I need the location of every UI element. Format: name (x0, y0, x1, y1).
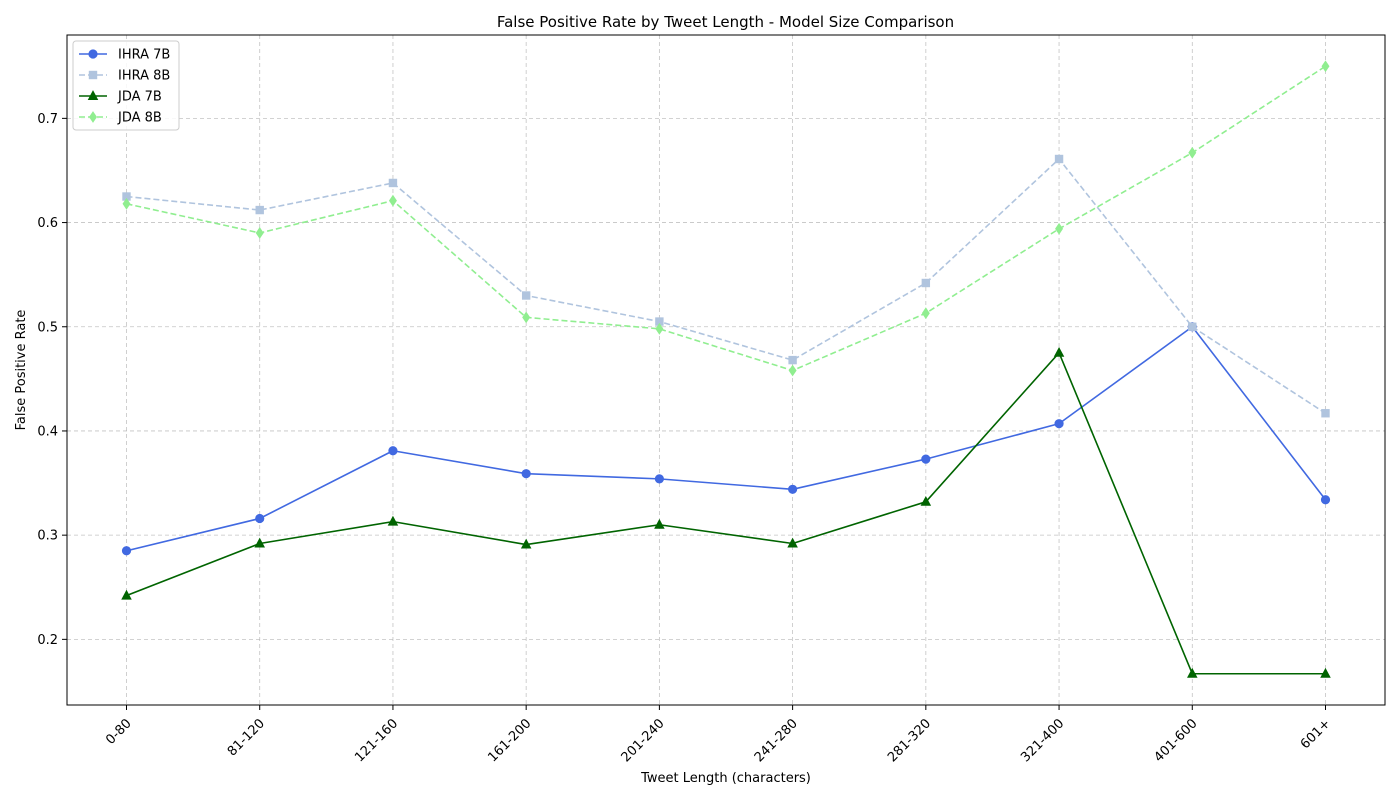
series-ihra-8b (122, 154, 1330, 418)
legend-label: IHRA 8B (118, 69, 170, 84)
data-point (255, 227, 264, 239)
data-point (522, 311, 531, 324)
data-point (387, 515, 399, 526)
legend-marker (89, 111, 97, 123)
data-point (655, 322, 664, 335)
data-point (921, 278, 931, 288)
legend-item-jda-8b: JDA 8B (79, 111, 162, 126)
x-tick-label: 401-600 (1151, 716, 1200, 765)
x-axis: 0-80 81-120 121-160 161-200 201-240 241-280 28… (103, 705, 1334, 765)
legend-box (72, 40, 180, 131)
data-point (920, 495, 932, 506)
data-point (1054, 419, 1064, 429)
data-point (1320, 667, 1331, 678)
x-tick-label: 0-80 (103, 716, 134, 747)
data-point (1187, 667, 1198, 678)
legend: IHRA 7B IHRA 8B JDA 7B JDA 8B (72, 40, 180, 131)
data-point (254, 537, 265, 548)
y-tick-label: 0.3 (37, 529, 58, 544)
y-axis: 0.2 0.3 0.4 0.5 0.6 0.7 (37, 112, 67, 648)
series-jda-8b (122, 60, 1330, 377)
data-point (255, 205, 264, 215)
y-tick-label: 0.2 (37, 633, 58, 648)
data-point (520, 538, 532, 549)
legend-label: JDA 7B (117, 90, 162, 105)
data-point (1055, 222, 1064, 235)
series-line-jda-7b (126, 352, 1326, 675)
data-point (121, 589, 132, 600)
data-point (654, 474, 664, 484)
data-point (121, 546, 132, 556)
data-point (921, 454, 931, 464)
series-line-ihra-8b (126, 158, 1326, 414)
series-line-ihra-7b (126, 325, 1327, 552)
data-point (654, 518, 665, 529)
y-tick-label: 0.6 (37, 216, 58, 231)
x-tick-label: 281-320 (885, 716, 934, 765)
data-point (788, 364, 797, 377)
series-ihra-7b (121, 322, 1331, 556)
legend-item-ihra-7b: IHRA 7B (79, 48, 170, 63)
data-point (388, 178, 398, 188)
chart-title: False Positive Rate by Tweet Length - Mo… (497, 13, 954, 31)
data-point (521, 291, 531, 300)
data-point (1321, 60, 1330, 73)
legend-item-jda-7b: JDA 7B (79, 90, 162, 105)
y-tick-label: 0.5 (37, 320, 58, 335)
data-point (787, 537, 798, 548)
x-tick-label: 161-200 (485, 716, 534, 765)
x-tick-label: 241-280 (752, 716, 801, 765)
data-point (1188, 146, 1197, 159)
legend-item-ihra-8b: IHRA 8B (79, 69, 170, 84)
y-tick-label: 0.7 (37, 112, 58, 127)
x-tick-label: 121-160 (352, 716, 401, 765)
y-tick-label: 0.4 (37, 424, 58, 439)
legend-marker (88, 49, 98, 59)
data-point (1053, 346, 1065, 357)
x-tick-label: 81-120 (225, 716, 268, 759)
y-axis-title: False Positive Rate (14, 310, 29, 431)
legend-label: JDA 8B (117, 111, 162, 126)
data-point (788, 355, 797, 365)
x-tick-label: 201-240 (619, 716, 668, 765)
data-point (521, 469, 531, 479)
grid (67, 35, 1385, 705)
series-layer (121, 60, 1331, 678)
legend-label: IHRA 7B (118, 48, 170, 63)
data-point (788, 484, 798, 494)
data-point (1054, 154, 1064, 164)
data-point (388, 446, 398, 456)
plot-frame (66, 34, 1386, 706)
legend-marker (88, 70, 98, 80)
x-axis-title: Tweet Length (characters) (640, 771, 811, 786)
x-tick-label: 321-400 (1018, 716, 1067, 765)
data-point (388, 194, 397, 207)
legend-marker (87, 90, 99, 100)
data-point (122, 197, 131, 210)
data-point (1321, 409, 1330, 418)
series-line-jda-8b (126, 65, 1326, 372)
series-jda-7b (121, 346, 1331, 678)
x-tick-label: 601+ (1298, 716, 1334, 752)
data-point (1188, 322, 1197, 331)
data-point (255, 513, 265, 524)
data-point (1320, 495, 1331, 505)
data-point (921, 307, 930, 320)
